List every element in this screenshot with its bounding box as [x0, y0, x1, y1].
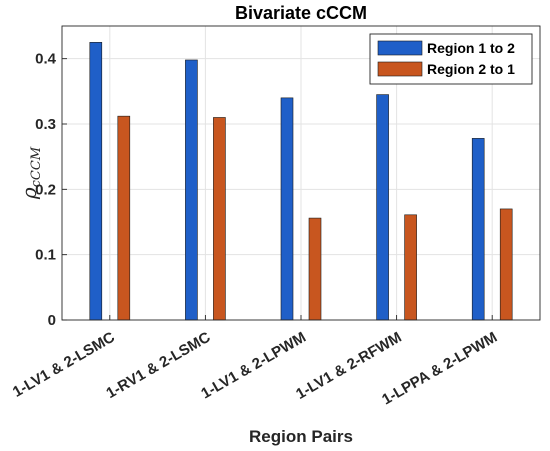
legend: Region 1 to 2 Region 2 to 1: [369, 33, 533, 85]
y-tick-label: 0.3: [35, 116, 56, 133]
y-tick-label: 0: [48, 312, 56, 329]
bar-series-2-4: [404, 214, 417, 321]
legend-swatch-region-1-to-2: [377, 40, 423, 56]
y-axis-label-subscript: cCCM: [29, 146, 44, 187]
y-tick-label: 0.4: [35, 51, 57, 68]
y-tick-label: 0.2: [35, 181, 56, 198]
legend-label-region-2-to-1: Region 2 to 1: [427, 61, 515, 77]
bar-series-1-5: [471, 138, 485, 321]
x-axis-label: Region Pairs: [249, 427, 353, 446]
y-tick-label: 0.1: [35, 247, 56, 264]
bar-series-1-2: [185, 59, 198, 321]
bar-series-1-3: [280, 97, 294, 321]
bar-series-2-3: [308, 217, 322, 321]
bar-series-2-2: [213, 117, 226, 321]
bar-series-2-1: [117, 115, 131, 321]
x-category-label: 1-RV1 & 2-LSMC: [103, 329, 213, 402]
y-axis-label: ρcCCM: [17, 146, 44, 200]
y-axis-label-symbol: ρ: [17, 187, 41, 200]
legend-label-region-1-to-2: Region 1 to 2: [427, 40, 515, 56]
bar-series-1-4: [376, 94, 389, 321]
x-category-label: 1-LV1 & 2-LPWM: [198, 329, 309, 403]
bars: [89, 42, 513, 321]
x-category-label: 1-LV1 & 2-LSMC: [10, 329, 118, 401]
legend-swatch-region-2-to-1: [377, 61, 423, 77]
chart-title: Bivariate cCCM: [235, 3, 367, 23]
bar-series-1-1: [89, 42, 103, 321]
bar-series-2-5: [499, 208, 513, 321]
